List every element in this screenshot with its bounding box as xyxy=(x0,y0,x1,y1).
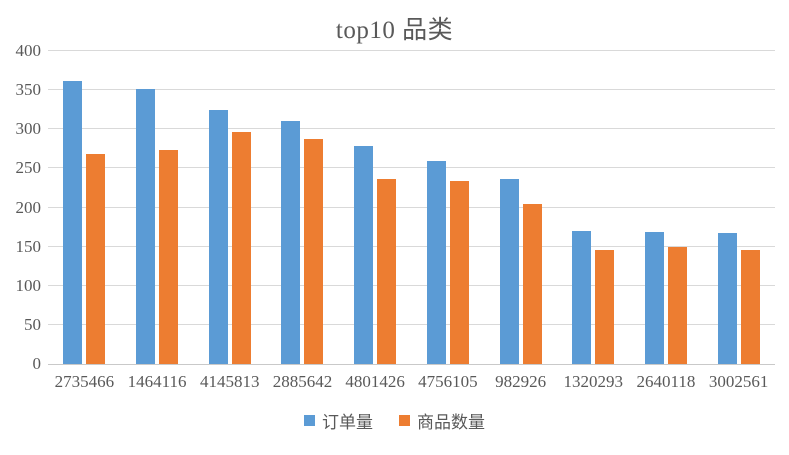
bar-订单量-2640118 xyxy=(644,231,664,364)
gridline xyxy=(48,50,775,51)
y-axis-tick-label: 0 xyxy=(32,354,42,374)
bar-商品数量-3002561 xyxy=(740,249,760,364)
gridline xyxy=(48,323,775,325)
gridline xyxy=(48,245,775,247)
bar-商品数量-1320293 xyxy=(595,249,615,364)
bar-商品数量-2885642 xyxy=(304,138,324,364)
bar-订单量-1320293 xyxy=(572,230,592,364)
bar-商品数量-4145813 xyxy=(231,132,251,364)
x-axis-tick-label: 2640118 xyxy=(636,372,696,391)
x-axis-tick-label: 982926 xyxy=(495,372,547,391)
y-axis-tick-label: 250 xyxy=(15,158,42,178)
legend-swatch-icon xyxy=(399,415,410,426)
bar-商品数量-2735466 xyxy=(86,153,106,364)
gridline xyxy=(48,284,775,286)
legend-item-商品数量: 商品数量 xyxy=(399,408,485,433)
bars-layer xyxy=(48,51,775,364)
legend-label: 商品数量 xyxy=(417,413,485,432)
bar-group-1320293 xyxy=(557,51,630,364)
gridline xyxy=(48,89,775,91)
bar-订单量-3002561 xyxy=(717,233,737,364)
y-axis-tick-label: 100 xyxy=(15,275,42,295)
bar-group-2885642 xyxy=(266,51,339,364)
bar-订单量-2735466 xyxy=(63,80,83,364)
bar-group-4756105 xyxy=(412,51,485,364)
chart-body: 0 50 100 150 200 250 300 350 400 xyxy=(0,42,789,372)
x-axis-tick-label: 4145813 xyxy=(200,372,260,391)
bar-订单量-982926 xyxy=(499,179,519,364)
y-axis-tick-label: 50 xyxy=(24,315,41,335)
gridline xyxy=(48,206,775,208)
bar-group-4145813 xyxy=(193,51,266,364)
bar-订单量-1464116 xyxy=(136,88,156,364)
x-axis-tick-label: 2885642 xyxy=(272,372,333,391)
legend-item-订单量: 订单量 xyxy=(304,408,373,433)
bar-group-2735466 xyxy=(48,51,121,364)
x-axis-tick-label: 2735466 xyxy=(54,372,115,391)
legend-label: 订单量 xyxy=(322,413,373,432)
gridline xyxy=(48,167,775,169)
bar-订单量-4145813 xyxy=(208,109,228,364)
bar-订单量-2885642 xyxy=(281,121,301,364)
legend: 订单量 商品数量 xyxy=(0,408,789,433)
x-axis-tick-label: 4801426 xyxy=(345,372,405,391)
x-axis-tick-label: 1464116 xyxy=(127,372,187,391)
bar-商品数量-2640118 xyxy=(667,247,687,364)
x-axis-tick-label: 4756105 xyxy=(418,372,478,391)
gridline xyxy=(48,128,775,130)
y-axis-tick-label: 400 xyxy=(15,41,42,61)
bar-商品数量-1464116 xyxy=(159,149,179,364)
bar-group-4801426 xyxy=(339,51,412,364)
bar-group-982926 xyxy=(484,51,557,364)
y-axis-tick-label: 300 xyxy=(15,119,42,139)
bar-group-3002561 xyxy=(702,51,775,364)
legend-swatch-icon xyxy=(304,415,315,426)
y-axis-tick-label: 200 xyxy=(15,197,42,217)
bar-group-1464116 xyxy=(121,51,194,364)
bar-商品数量-4801426 xyxy=(377,179,397,364)
bar-group-2640118 xyxy=(630,51,703,364)
y-axis-tick-label: 350 xyxy=(15,80,42,100)
bar-订单量-4801426 xyxy=(354,145,374,364)
x-axis-tick-label: 1320293 xyxy=(563,372,624,391)
y-axis: 0 50 100 150 200 250 300 350 400 xyxy=(6,42,48,372)
bar-商品数量-982926 xyxy=(522,204,542,364)
bar-商品数量-4756105 xyxy=(449,180,469,364)
x-axis: 2735466 1464116 4145813 2885642 4801426 47561… xyxy=(48,365,775,392)
x-axis-tick-label: 3002561 xyxy=(708,372,769,391)
plot-area xyxy=(48,50,775,365)
y-axis-tick-label: 150 xyxy=(15,236,42,256)
bar-订单量-4756105 xyxy=(426,160,446,364)
chart-title: top10 品类 xyxy=(335,17,454,44)
